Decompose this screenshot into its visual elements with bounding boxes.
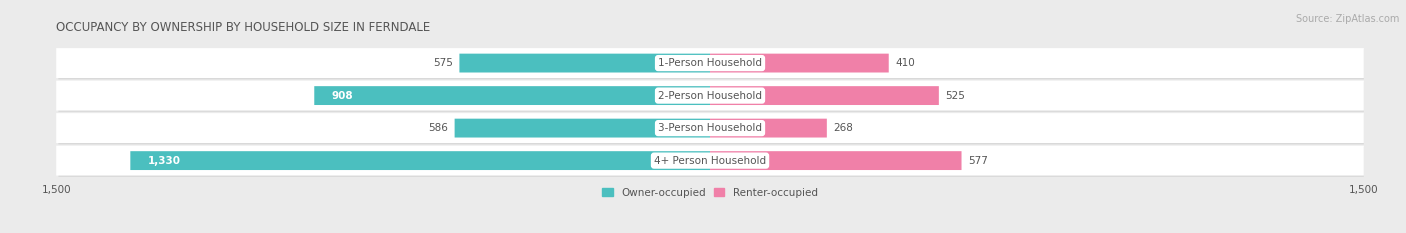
FancyBboxPatch shape: [315, 86, 710, 105]
Text: Source: ZipAtlas.com: Source: ZipAtlas.com: [1295, 14, 1399, 24]
Text: 1-Person Household: 1-Person Household: [658, 58, 762, 68]
FancyBboxPatch shape: [460, 54, 710, 72]
Text: 4+ Person Household: 4+ Person Household: [654, 156, 766, 166]
FancyBboxPatch shape: [710, 54, 889, 72]
FancyBboxPatch shape: [59, 114, 1364, 144]
FancyBboxPatch shape: [56, 81, 1364, 110]
Text: 577: 577: [969, 156, 988, 166]
FancyBboxPatch shape: [56, 113, 1364, 143]
Text: 2-Person Household: 2-Person Household: [658, 91, 762, 101]
Text: 908: 908: [332, 91, 353, 101]
Text: OCCUPANCY BY OWNERSHIP BY HOUSEHOLD SIZE IN FERNDALE: OCCUPANCY BY OWNERSHIP BY HOUSEHOLD SIZE…: [56, 21, 430, 34]
FancyBboxPatch shape: [56, 48, 1364, 78]
Legend: Owner-occupied, Renter-occupied: Owner-occupied, Renter-occupied: [598, 183, 823, 202]
FancyBboxPatch shape: [56, 146, 1364, 175]
FancyBboxPatch shape: [710, 86, 939, 105]
Text: 575: 575: [433, 58, 453, 68]
FancyBboxPatch shape: [710, 151, 962, 170]
Text: 410: 410: [896, 58, 915, 68]
FancyBboxPatch shape: [59, 49, 1364, 79]
FancyBboxPatch shape: [454, 119, 710, 137]
FancyBboxPatch shape: [59, 147, 1364, 177]
Text: 1,330: 1,330: [148, 156, 181, 166]
Text: 586: 586: [429, 123, 449, 133]
Text: 3-Person Household: 3-Person Household: [658, 123, 762, 133]
Text: 268: 268: [834, 123, 853, 133]
FancyBboxPatch shape: [131, 151, 710, 170]
Text: 525: 525: [945, 91, 966, 101]
FancyBboxPatch shape: [710, 119, 827, 137]
FancyBboxPatch shape: [59, 82, 1364, 112]
